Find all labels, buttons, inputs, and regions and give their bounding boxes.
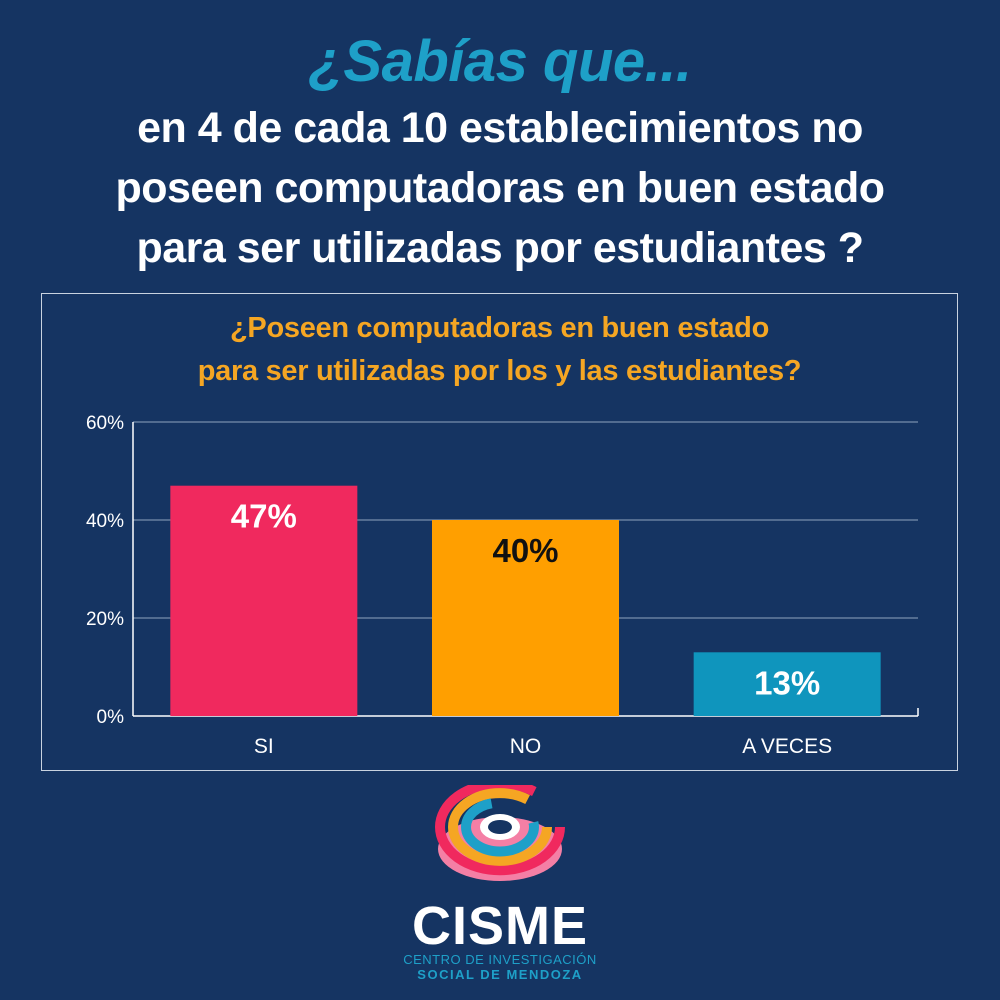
logo-ring-middle bbox=[448, 788, 552, 866]
category-label: A VECES bbox=[742, 735, 832, 758]
logo-hole bbox=[488, 820, 512, 834]
logo-ring-inner bbox=[461, 797, 539, 857]
chart-title-line-2: para ser utilizadas por los y las estudi… bbox=[197, 355, 802, 387]
cisme-logo-icon bbox=[435, 785, 565, 881]
headline-line-1: en 4 de cada 10 establecimientos no bbox=[137, 104, 863, 152]
chart-title-line-1: ¿Poseen computadoras en buen estado bbox=[230, 312, 769, 344]
bar-chart: 0% 20% 40% 60% 47% SI 40% NO 13% A VECES bbox=[86, 413, 919, 758]
data-label: 13% bbox=[754, 664, 820, 701]
data-label: 47% bbox=[231, 498, 297, 535]
bar bbox=[432, 520, 619, 716]
logo-ring-outer bbox=[435, 785, 565, 876]
y-tick-label: 0% bbox=[97, 707, 125, 728]
data-label: 40% bbox=[492, 532, 558, 569]
headline-line-2: poseen computadoras en buen estado bbox=[115, 164, 885, 212]
category-label: NO bbox=[510, 735, 542, 758]
y-tick-label: 60% bbox=[86, 413, 124, 434]
chart-frame bbox=[41, 293, 958, 771]
headline-kicker: ¿Sabías que... bbox=[308, 29, 693, 94]
headline-line-3: para ser utilizadas por estudiantes ? bbox=[136, 224, 864, 272]
bar bbox=[693, 652, 881, 716]
brand-subtitle-1: CENTRO DE INVESTIGACIÓN bbox=[403, 952, 597, 967]
brand-name: CISME bbox=[411, 896, 589, 956]
y-tick-label: 40% bbox=[86, 511, 124, 532]
brand-subtitle-2: SOCIAL DE MENDOZA bbox=[417, 967, 583, 982]
category-label: SI bbox=[254, 735, 274, 758]
y-tick-label: 20% bbox=[86, 609, 124, 630]
bar bbox=[170, 485, 358, 716]
